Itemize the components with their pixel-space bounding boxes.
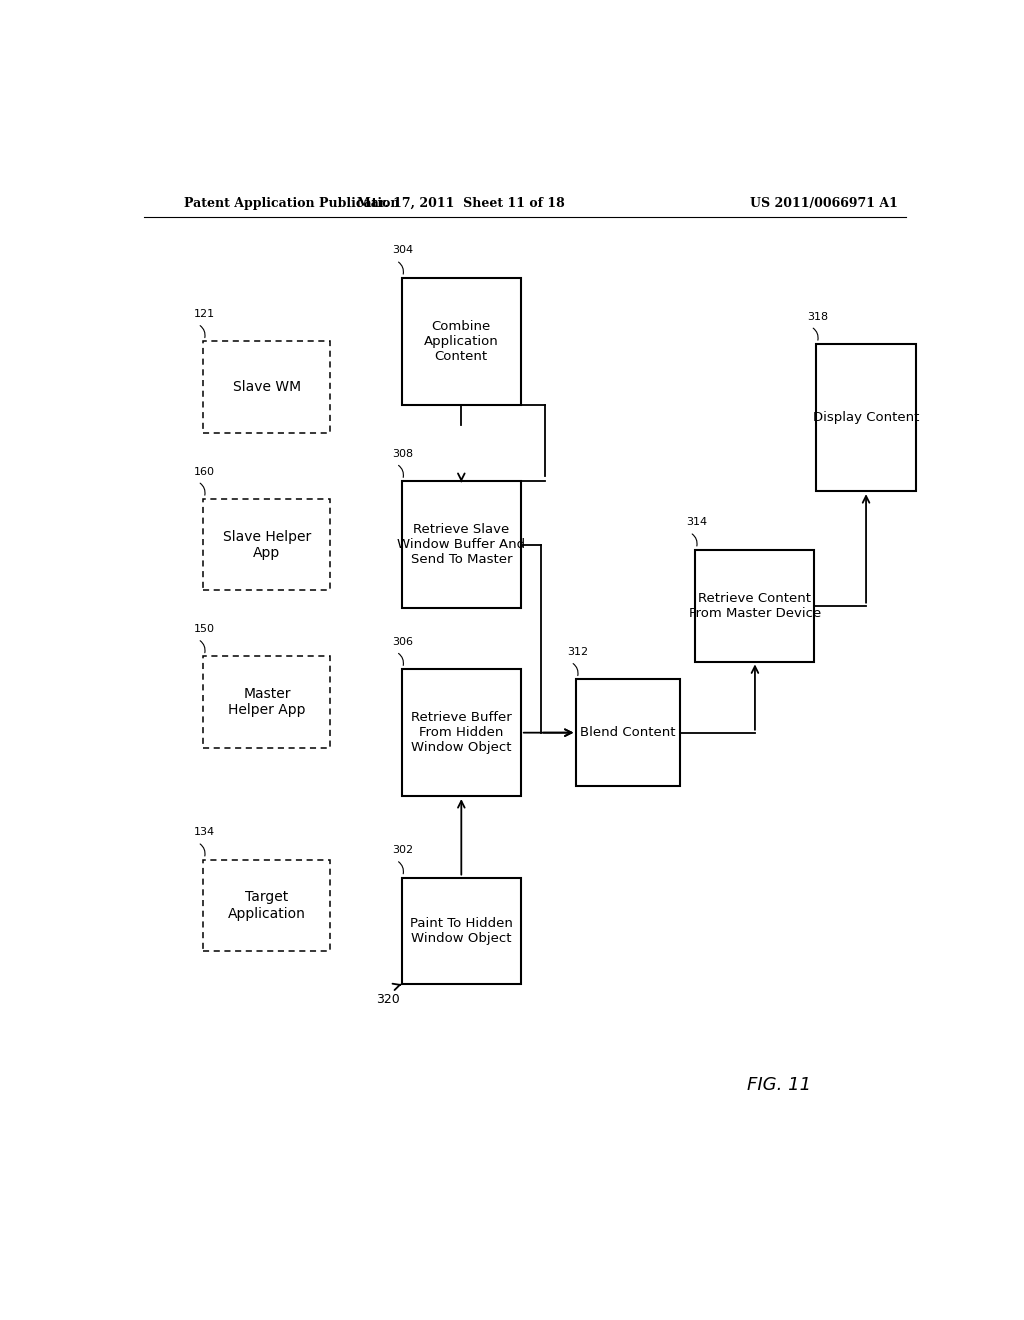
FancyBboxPatch shape (204, 656, 331, 748)
FancyBboxPatch shape (816, 345, 915, 491)
Text: Slave WM: Slave WM (232, 380, 301, 395)
FancyBboxPatch shape (401, 878, 521, 985)
Text: Mar. 17, 2011  Sheet 11 of 18: Mar. 17, 2011 Sheet 11 of 18 (357, 197, 565, 210)
Text: Blend Content: Blend Content (581, 726, 676, 739)
Text: Master
Helper App: Master Helper App (228, 688, 305, 717)
FancyBboxPatch shape (204, 499, 331, 590)
FancyBboxPatch shape (204, 342, 331, 433)
Text: Target
Application: Target Application (228, 891, 306, 920)
Text: Retrieve Content
From Master Device: Retrieve Content From Master Device (689, 591, 821, 619)
Text: 302: 302 (392, 845, 414, 855)
FancyBboxPatch shape (401, 480, 521, 609)
FancyBboxPatch shape (204, 859, 331, 952)
Text: FIG. 11: FIG. 11 (746, 1076, 811, 1094)
Text: 121: 121 (194, 309, 215, 319)
FancyBboxPatch shape (401, 277, 521, 405)
Text: US 2011/0066971 A1: US 2011/0066971 A1 (750, 197, 898, 210)
Text: 304: 304 (392, 246, 414, 256)
Text: 312: 312 (567, 647, 588, 657)
Text: 314: 314 (686, 517, 707, 528)
Text: 318: 318 (807, 312, 828, 322)
Text: Paint To Hidden
Window Object: Paint To Hidden Window Object (410, 917, 513, 945)
FancyBboxPatch shape (577, 680, 680, 785)
Text: 160: 160 (194, 466, 215, 477)
Text: Combine
Application
Content: Combine Application Content (424, 319, 499, 363)
Text: 308: 308 (392, 449, 414, 459)
Text: Retrieve Buffer
From Hidden
Window Object: Retrieve Buffer From Hidden Window Objec… (411, 711, 512, 754)
Text: 306: 306 (392, 636, 414, 647)
Text: 134: 134 (194, 828, 215, 837)
Text: 320: 320 (377, 994, 400, 1006)
Text: Display Content: Display Content (813, 411, 920, 424)
Text: Retrieve Slave
Window Buffer And
Send To Master: Retrieve Slave Window Buffer And Send To… (397, 523, 525, 566)
Text: Patent Application Publication: Patent Application Publication (183, 197, 399, 210)
Text: 150: 150 (194, 624, 215, 634)
Text: Slave Helper
App: Slave Helper App (223, 529, 311, 560)
FancyBboxPatch shape (695, 549, 814, 661)
FancyBboxPatch shape (401, 669, 521, 796)
